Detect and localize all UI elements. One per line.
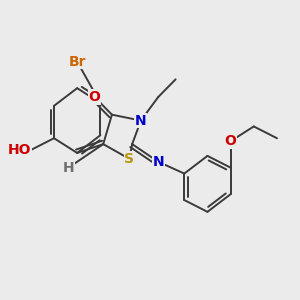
Text: O: O [225, 134, 237, 148]
Text: H: H [63, 161, 74, 175]
Text: N: N [135, 114, 147, 128]
Text: Br: Br [68, 55, 86, 69]
Text: HO: HO [7, 143, 31, 157]
Text: N: N [152, 155, 164, 169]
Text: O: O [88, 90, 101, 104]
Text: S: S [124, 152, 134, 166]
